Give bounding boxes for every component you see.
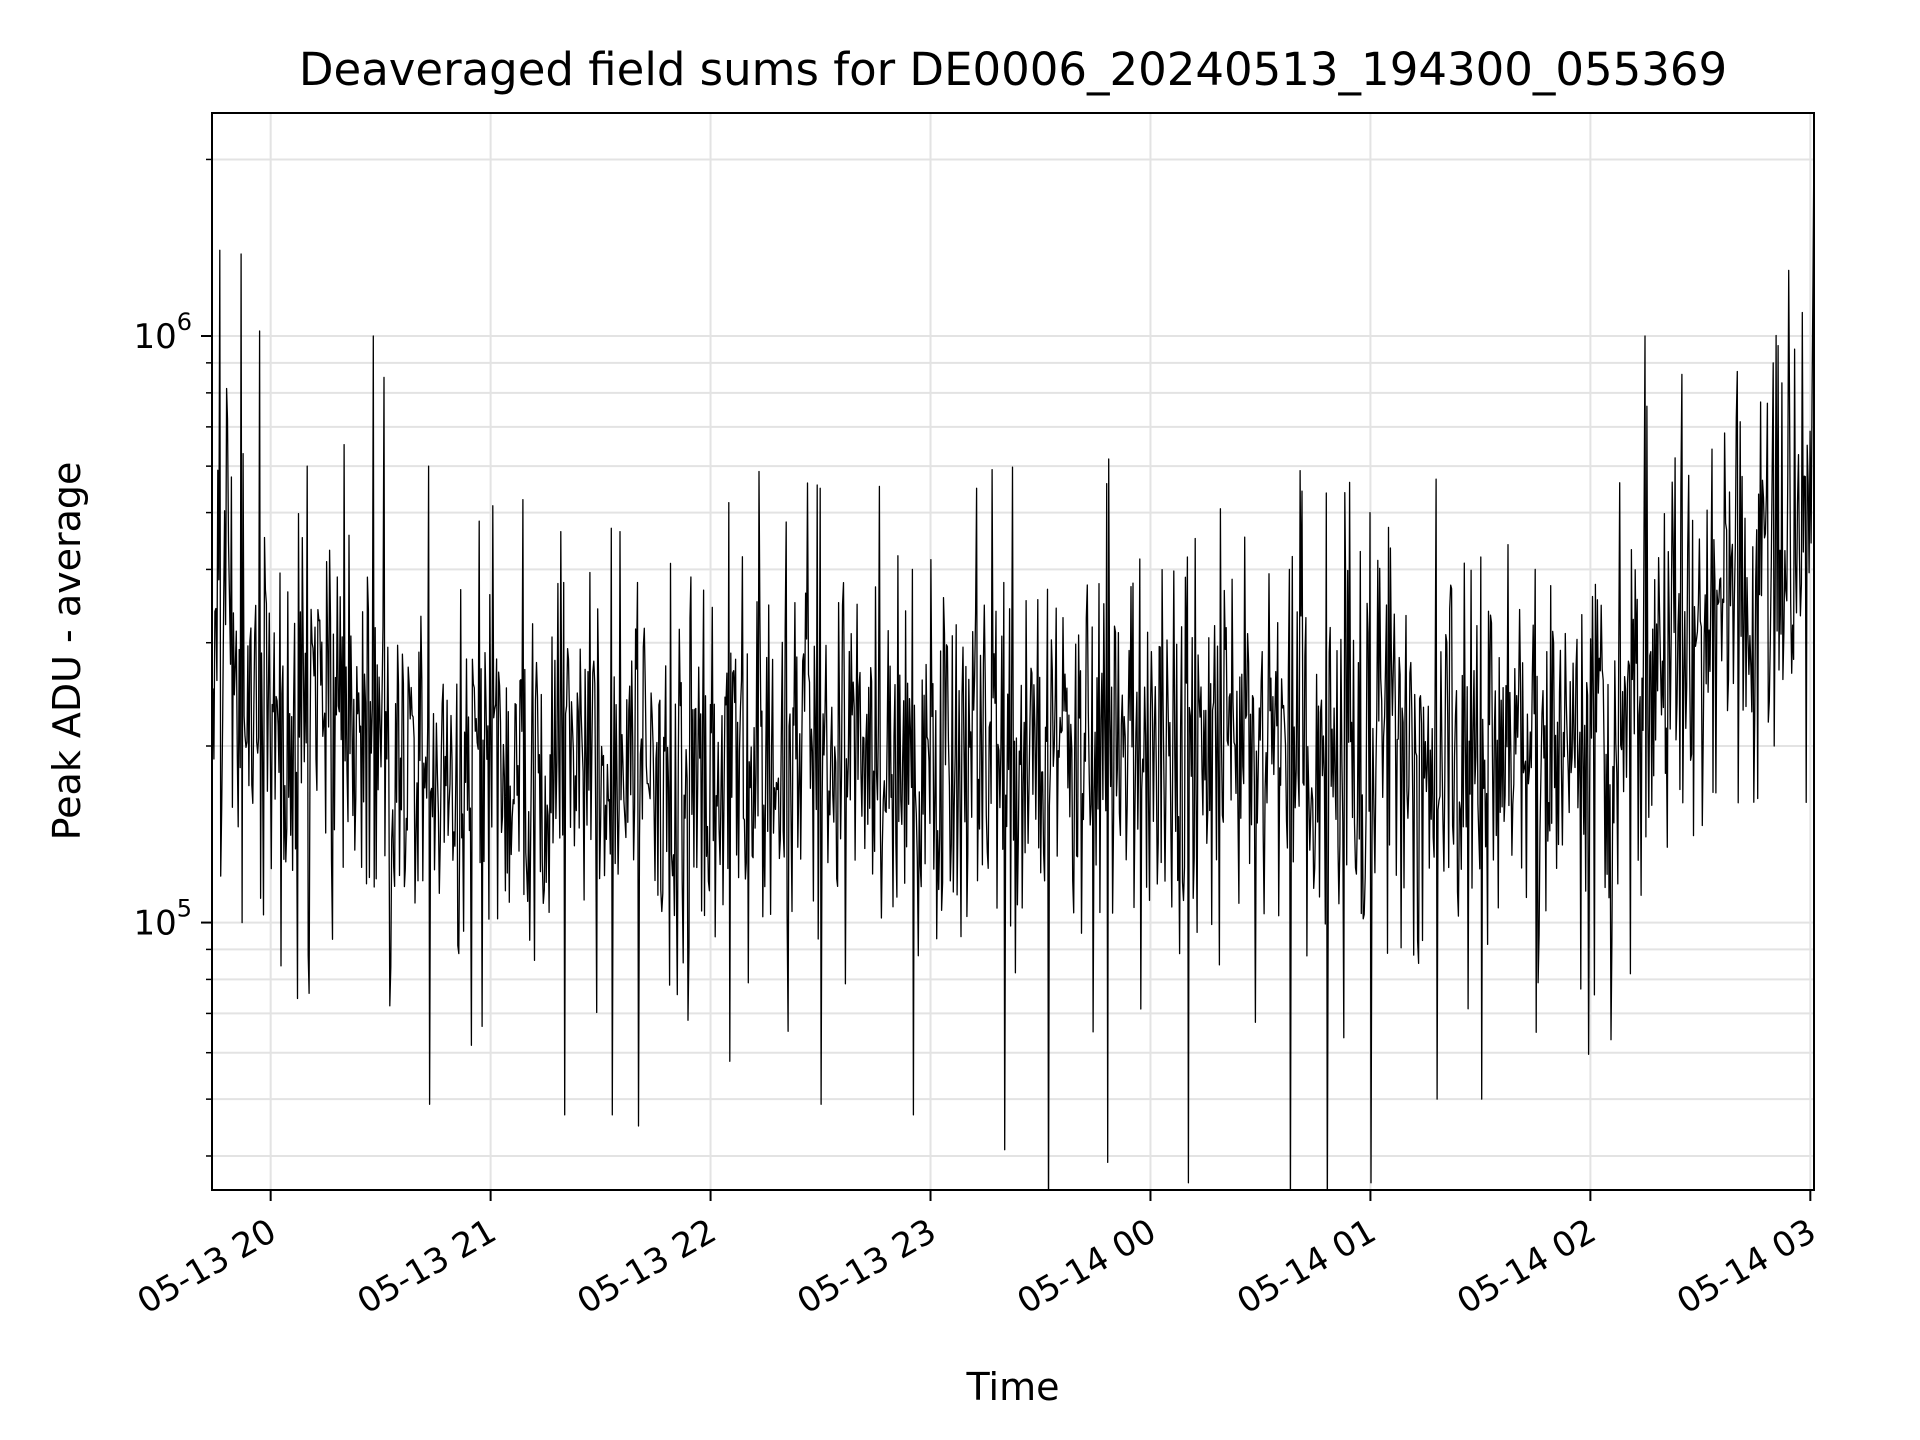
y-axis: 105 106	[133, 158, 212, 1157]
y-axis-label: Peak ADU - average	[45, 462, 89, 841]
series-path	[212, 135, 1814, 1190]
x-tick-label: 05-13 20	[131, 1211, 283, 1322]
x-tick-label: 05-13 21	[351, 1211, 503, 1322]
plot-frame	[211, 112, 1815, 1191]
x-tick-label: 05-13 22	[571, 1211, 723, 1322]
x-tick-label: 05-14 03	[1670, 1211, 1822, 1322]
y-tick-label: 105	[133, 895, 192, 944]
series-line	[212, 135, 1814, 1190]
x-tick-label: 05-14 01	[1231, 1211, 1383, 1322]
x-tick-label: 05-14 02	[1450, 1211, 1602, 1322]
x-tick-label: 05-14 00	[1011, 1211, 1163, 1322]
x-axis-label: Time	[966, 1365, 1060, 1409]
x-axis: 05-13 20 05-13 21 05-13 22 05-13 23 05-14 00…	[131, 1190, 1823, 1322]
y-tick-label: 106	[133, 308, 192, 357]
chart-title: Deaveraged field sums for DE0006_2024051…	[299, 43, 1727, 96]
x-tick-label: 05-13 23	[791, 1211, 943, 1322]
